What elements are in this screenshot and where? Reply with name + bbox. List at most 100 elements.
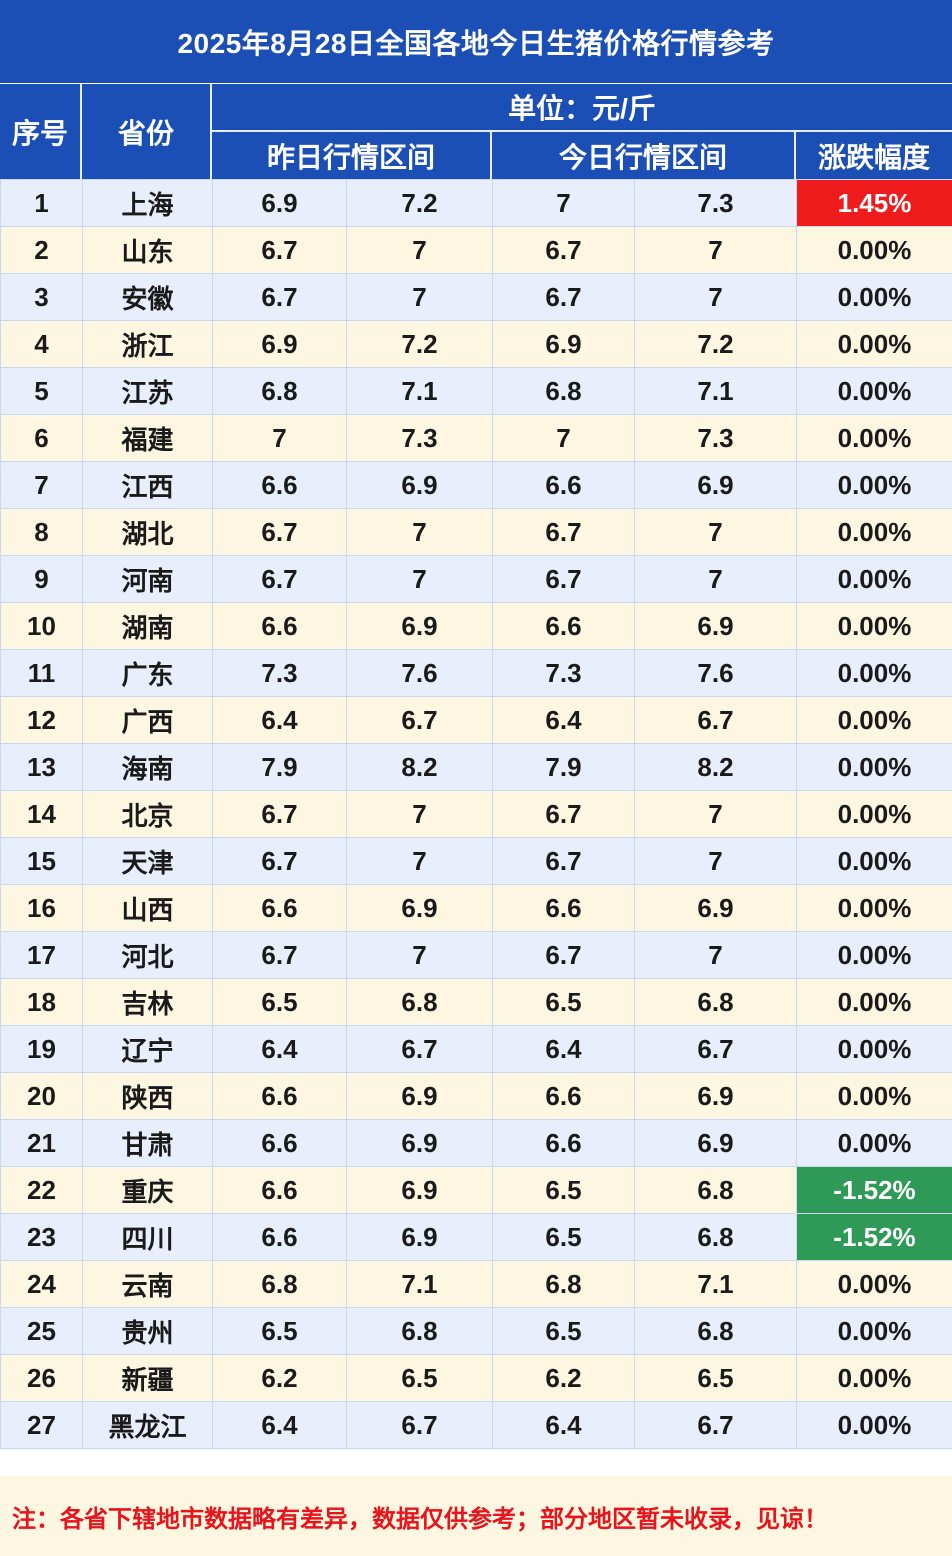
today-high: 6.5: [634, 1354, 797, 1402]
change-percent: 1.45%: [796, 179, 952, 227]
change-percent: 0.00%: [796, 602, 952, 650]
today-low: 6.6: [492, 602, 635, 650]
change-percent: 0.00%: [796, 414, 952, 462]
table-row: 22 重庆 6.6 6.9 6.5 6.8 -1.52%: [0, 1166, 952, 1214]
yesterday-high: 6.9: [346, 1166, 493, 1214]
yesterday-high: 7.6: [346, 649, 493, 697]
today-low: 6.4: [492, 1025, 635, 1073]
table-row: 11 广东 7.3 7.6 7.3 7.6 0.00%: [0, 649, 952, 697]
today-high: 7.1: [634, 1260, 797, 1308]
province-name: 山西: [82, 884, 213, 932]
yesterday-low: 6.4: [212, 696, 347, 744]
change-percent: 0.00%: [796, 743, 952, 791]
today-low: 6.6: [492, 1072, 635, 1120]
yesterday-low: 6.4: [212, 1401, 347, 1449]
change-percent: 0.00%: [796, 978, 952, 1026]
table-row: 17 河北 6.7 7 6.7 7 0.00%: [0, 931, 952, 979]
table-row: 3 安徽 6.7 7 6.7 7 0.00%: [0, 273, 952, 321]
today-low: 6.7: [492, 931, 635, 979]
today-high: 7.2: [634, 320, 797, 368]
table-row: 26 新疆 6.2 6.5 6.2 6.5 0.00%: [0, 1354, 952, 1402]
yesterday-high: 6.9: [346, 1213, 493, 1261]
table-row: 21 甘肃 6.6 6.9 6.6 6.9 0.00%: [0, 1119, 952, 1167]
province-name: 云南: [82, 1260, 213, 1308]
row-index: 20: [0, 1072, 83, 1120]
province-name: 海南: [82, 743, 213, 791]
yesterday-low: 6.7: [212, 931, 347, 979]
header-today-range: 今日行情区间: [492, 132, 796, 179]
yesterday-high: 6.5: [346, 1354, 493, 1402]
change-percent: 0.00%: [796, 1354, 952, 1402]
yesterday-high: 6.7: [346, 696, 493, 744]
today-high: 6.9: [634, 1119, 797, 1167]
price-table: 1 上海 6.9 7.2 7 7.3 1.45% 2 山东 6.7 7 6.7 7 0.00% 3 安徽 6.7…: [0, 179, 952, 1449]
table-row: 7 江西 6.6 6.9 6.6 6.9 0.00%: [0, 461, 952, 509]
change-percent: 0.00%: [796, 837, 952, 885]
change-percent: 0.00%: [796, 320, 952, 368]
yesterday-low: 6.6: [212, 602, 347, 650]
province-name: 北京: [82, 790, 213, 838]
change-percent: -1.52%: [796, 1213, 952, 1261]
province-name: 新疆: [82, 1354, 213, 1402]
row-index: 26: [0, 1354, 83, 1402]
today-high: 6.8: [634, 1166, 797, 1214]
change-percent: -1.52%: [796, 1166, 952, 1214]
row-index: 19: [0, 1025, 83, 1073]
table-row: 16 山西 6.6 6.9 6.6 6.9 0.00%: [0, 884, 952, 932]
today-low: 7: [492, 179, 635, 227]
province-name: 辽宁: [82, 1025, 213, 1073]
change-percent: 0.00%: [796, 649, 952, 697]
today-high: 6.9: [634, 1072, 797, 1120]
today-high: 6.8: [634, 1307, 797, 1355]
today-high: 7: [634, 273, 797, 321]
row-index: 22: [0, 1166, 83, 1214]
yesterday-high: 7.3: [346, 414, 493, 462]
yesterday-high: 7: [346, 508, 493, 556]
yesterday-low: 6.6: [212, 461, 347, 509]
today-high: 6.8: [634, 1213, 797, 1261]
header-province: 省份: [82, 84, 212, 179]
yesterday-low: 6.6: [212, 1072, 347, 1120]
yesterday-low: 6.5: [212, 978, 347, 1026]
table-row: 27 黑龙江 6.4 6.7 6.4 6.7 0.00%: [0, 1401, 952, 1449]
yesterday-high: 6.7: [346, 1401, 493, 1449]
today-low: 7.9: [492, 743, 635, 791]
table-row: 19 辽宁 6.4 6.7 6.4 6.7 0.00%: [0, 1025, 952, 1073]
yesterday-low: 6.7: [212, 273, 347, 321]
table-row: 9 河南 6.7 7 6.7 7 0.00%: [0, 555, 952, 603]
header-change: 涨跌幅度: [796, 132, 952, 179]
today-low: 6.7: [492, 226, 635, 274]
today-high: 6.8: [634, 978, 797, 1026]
province-name: 上海: [82, 179, 213, 227]
province-name: 河南: [82, 555, 213, 603]
change-percent: 0.00%: [796, 555, 952, 603]
yesterday-high: 6.9: [346, 461, 493, 509]
table-row: 8 湖北 6.7 7 6.7 7 0.00%: [0, 508, 952, 556]
table-row: 13 海南 7.9 8.2 7.9 8.2 0.00%: [0, 743, 952, 791]
today-low: 6.9: [492, 320, 635, 368]
today-high: 6.9: [634, 602, 797, 650]
yesterday-low: 6.8: [212, 367, 347, 415]
province-name: 重庆: [82, 1166, 213, 1214]
today-low: 6.8: [492, 367, 635, 415]
change-percent: 0.00%: [796, 1307, 952, 1355]
province-name: 广东: [82, 649, 213, 697]
today-low: 6.5: [492, 978, 635, 1026]
yesterday-low: 7: [212, 414, 347, 462]
yesterday-low: 7.3: [212, 649, 347, 697]
row-index: 5: [0, 367, 83, 415]
table-row: 25 贵州 6.5 6.8 6.5 6.8 0.00%: [0, 1307, 952, 1355]
table-row: 23 四川 6.6 6.9 6.5 6.8 -1.52%: [0, 1213, 952, 1261]
change-percent: 0.00%: [796, 884, 952, 932]
table-row: 15 天津 6.7 7 6.7 7 0.00%: [0, 837, 952, 885]
province-name: 江苏: [82, 367, 213, 415]
today-low: 6.2: [492, 1354, 635, 1402]
today-high: 6.7: [634, 696, 797, 744]
today-low: 6.5: [492, 1166, 635, 1214]
row-index: 23: [0, 1213, 83, 1261]
table-row: 18 吉林 6.5 6.8 6.5 6.8 0.00%: [0, 978, 952, 1026]
change-percent: 0.00%: [796, 508, 952, 556]
yesterday-high: 6.9: [346, 602, 493, 650]
yesterday-low: 6.4: [212, 1025, 347, 1073]
yesterday-high: 6.8: [346, 978, 493, 1026]
